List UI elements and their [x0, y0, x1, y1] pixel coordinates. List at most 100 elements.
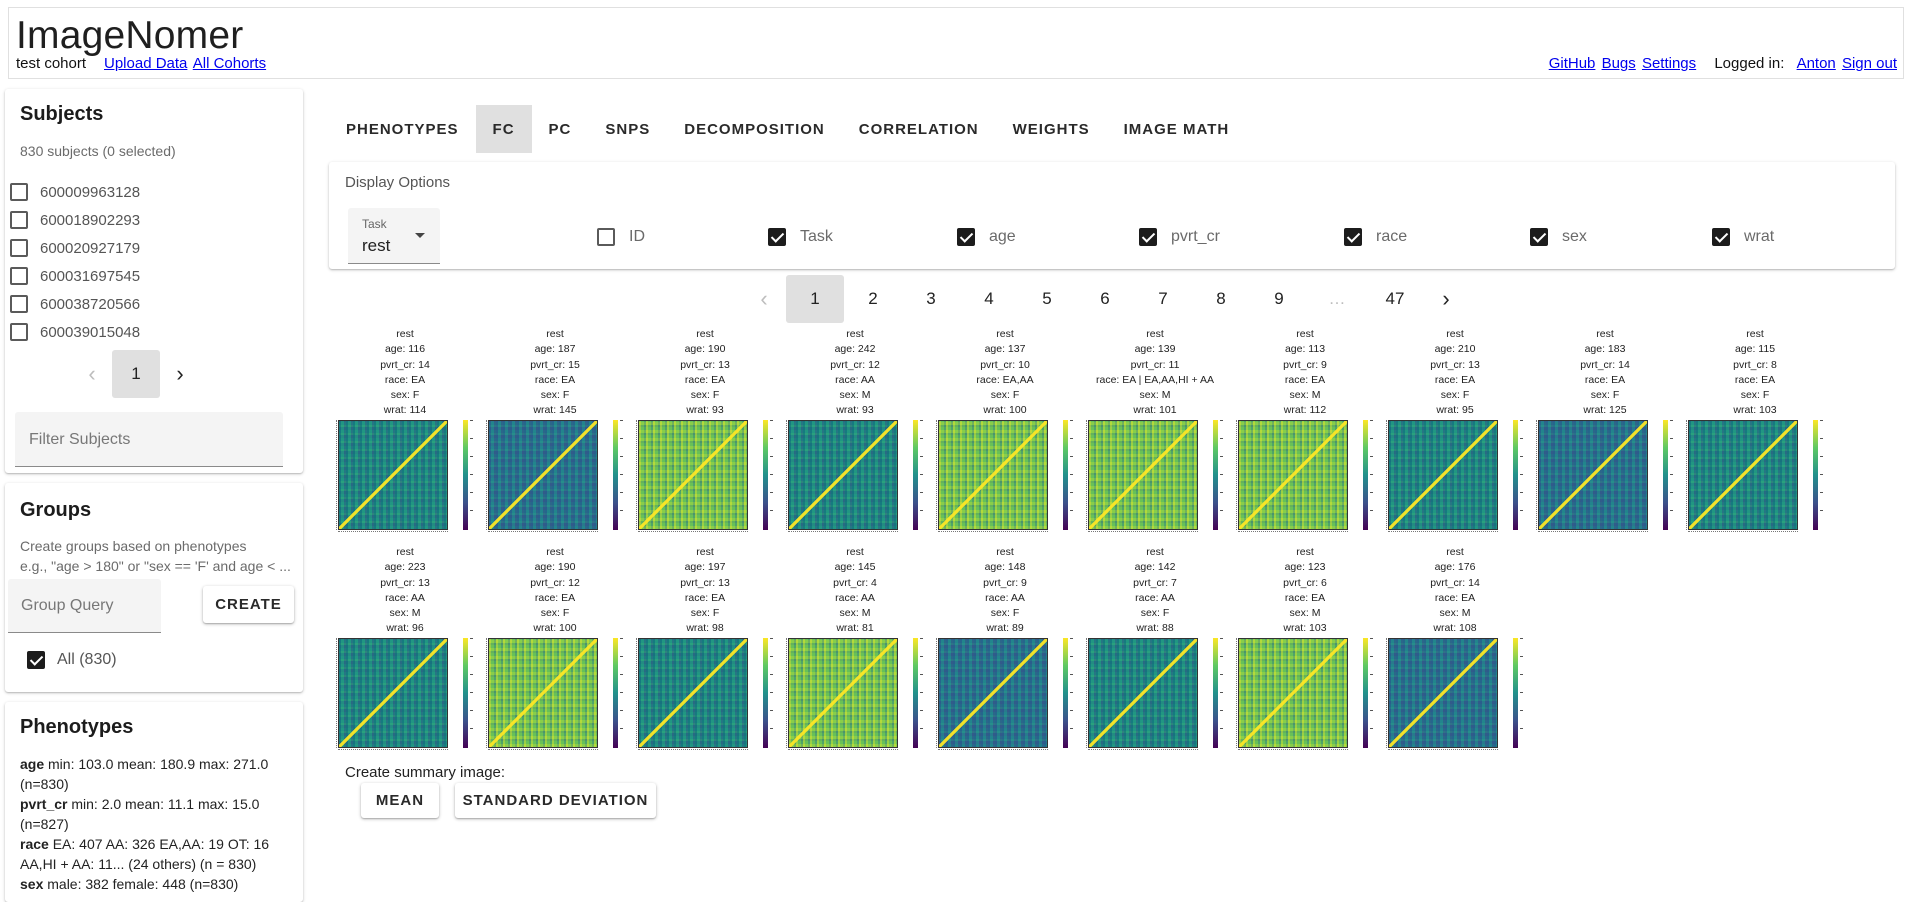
fc-heatmap[interactable] [638, 638, 748, 748]
tab-snps[interactable]: SNPS [605, 120, 651, 138]
subject-checkbox[interactable] [10, 323, 28, 341]
option-checkbox[interactable] [768, 228, 786, 246]
fc-heatmap[interactable] [1388, 420, 1498, 530]
fc-heatmap[interactable] [1388, 638, 1498, 748]
user-link[interactable]: Anton [1796, 55, 1836, 72]
subject-row[interactable]: 600031697545 [10, 262, 140, 290]
tab-weights[interactable]: WEIGHTS [1012, 120, 1090, 138]
fc-heatmap[interactable] [1238, 420, 1348, 530]
create-group-button[interactable]: CREATE [203, 586, 294, 623]
fc-heatmap[interactable] [1088, 638, 1198, 748]
chevron-left-icon[interactable]: ‹ [760, 286, 768, 311]
upload-data-link[interactable]: Upload Data [104, 55, 188, 72]
subject-checkbox[interactable] [10, 267, 28, 285]
fc-heatmap[interactable] [788, 420, 898, 530]
fc-heatmap[interactable] [338, 638, 448, 748]
page-button[interactable]: 7 [1158, 289, 1168, 308]
option-race[interactable]: race [1344, 228, 1407, 246]
group-query-input[interactable]: Group Query [8, 579, 161, 633]
fc-thumbnail[interactable]: rest age: 190 pvrt_cr: 13 race: EA sex: F wra… [630, 327, 780, 538]
fc-thumbnail[interactable]: rest age: 115 pvrt_cr: 8 race: EA sex: F wrat… [1680, 327, 1830, 538]
subject-checkbox[interactable] [10, 295, 28, 313]
chevron-right-icon[interactable]: › [176, 361, 184, 386]
fc-heatmap[interactable] [338, 420, 448, 530]
fc-thumbnail[interactable]: rest age: 210 pvrt_cr: 13 race: EA sex: F wra… [1380, 327, 1530, 538]
fc-heatmap[interactable] [1688, 420, 1798, 530]
fc-thumbnail[interactable]: rest age: 187 pvrt_cr: 15 race: EA sex: F wra… [480, 327, 630, 538]
fc-thumbnail[interactable]: rest age: 116 pvrt_cr: 14 race: EA sex: F wra… [330, 327, 480, 538]
tab-correlation[interactable]: CORRELATION [858, 120, 979, 138]
page-button[interactable]: 47 [1385, 289, 1405, 308]
option-checkbox[interactable] [1530, 228, 1548, 246]
settings-link[interactable]: Settings [1641, 55, 1697, 72]
fc-thumbnail[interactable]: rest age: 197 pvrt_cr: 13 race: EA sex: F wra… [630, 545, 780, 756]
fc-heatmap[interactable] [938, 638, 1048, 748]
subject-checkbox[interactable] [10, 211, 28, 229]
fc-thumbnail[interactable]: rest age: 242 pvrt_cr: 12 race: AA sex: M wra… [780, 327, 930, 538]
option-task[interactable]: Task [768, 228, 833, 246]
subject-row[interactable]: 600018902293 [10, 206, 140, 234]
option-checkbox[interactable] [1139, 228, 1157, 246]
task-select[interactable]: Task rest [348, 208, 440, 264]
chevron-left-icon[interactable]: ‹ [88, 361, 96, 386]
tab-fc[interactable]: FC [475, 105, 532, 153]
fc-heatmap[interactable] [488, 638, 598, 748]
subject-row[interactable]: 600009963128 [10, 178, 140, 206]
standard-deviation-button[interactable]: STANDARD DEVIATION [455, 783, 656, 818]
subjects-page-button[interactable]: 1 [112, 350, 160, 398]
fc-thumbnail[interactable]: rest age: 123 pvrt_cr: 6 race: EA sex: M wrat… [1230, 545, 1380, 756]
group-all-checkbox[interactable] [27, 651, 45, 669]
page-button[interactable]: 2 [868, 289, 878, 308]
fc-thumbnail[interactable]: rest age: 223 pvrt_cr: 13 race: AA sex: M wra… [330, 545, 480, 756]
option-checkbox[interactable] [1712, 228, 1730, 246]
fc-thumbnail[interactable]: rest age: 142 pvrt_cr: 7 race: AA sex: F wrat… [1080, 545, 1230, 756]
chevron-right-icon[interactable]: › [1442, 286, 1450, 311]
bugs-link[interactable]: Bugs [1601, 55, 1636, 72]
tab-image-math[interactable]: IMAGE MATH [1123, 120, 1230, 138]
fc-thumbnail[interactable]: rest age: 139 pvrt_cr: 11 race: EA | EA,AA,… [1080, 327, 1230, 538]
fc-heatmap[interactable] [938, 420, 1048, 530]
subject-row[interactable]: 600039015048 [10, 318, 140, 346]
option-id[interactable]: ID [597, 228, 645, 246]
option-checkbox[interactable] [597, 228, 615, 246]
all-cohorts-link[interactable]: All Cohorts [192, 55, 267, 72]
filter-subjects-input[interactable]: Filter Subjects [15, 412, 283, 467]
mean-button[interactable]: MEAN [361, 783, 439, 818]
fc-thumbnail[interactable]: rest age: 113 pvrt_cr: 9 race: EA sex: M wrat… [1230, 327, 1380, 538]
fc-heatmap[interactable] [788, 638, 898, 748]
tab-decomposition[interactable]: DECOMPOSITION [684, 120, 825, 138]
subject-checkbox[interactable] [10, 183, 28, 201]
page-button[interactable]: 9 [1274, 289, 1284, 308]
subject-row[interactable]: 600020927179 [10, 234, 140, 262]
github-link[interactable]: GitHub [1548, 55, 1596, 72]
fc-thumbnail[interactable]: rest age: 190 pvrt_cr: 12 race: EA sex: F wra… [480, 545, 630, 756]
option-checkbox[interactable] [957, 228, 975, 246]
fc-heatmap[interactable] [488, 420, 598, 530]
subject-checkbox[interactable] [10, 239, 28, 257]
option-sex[interactable]: sex [1530, 228, 1587, 246]
group-all-row[interactable]: All (830) [15, 651, 117, 669]
sign-out-link[interactable]: Sign out [1841, 55, 1897, 72]
option-age[interactable]: age [957, 228, 1016, 246]
page-button[interactable]: 3 [926, 289, 936, 308]
page-button[interactable]: 4 [984, 289, 994, 308]
fc-heatmap[interactable] [1088, 420, 1198, 530]
tab-pc[interactable]: PC [548, 120, 572, 138]
fc-thumbnail[interactable]: rest age: 176 pvrt_cr: 14 race: EA sex: M wra… [1380, 545, 1530, 756]
fc-thumbnail[interactable]: rest age: 145 pvrt_cr: 4 race: AA sex: M wrat… [780, 545, 930, 756]
fc-heatmap[interactable] [1538, 420, 1648, 530]
fc-heatmap[interactable] [638, 420, 748, 530]
page-button[interactable]: 8 [1216, 289, 1226, 308]
fc-thumbnail[interactable]: rest age: 137 pvrt_cr: 10 race: EA,AA sex: F… [930, 327, 1080, 538]
option-wrat[interactable]: wrat [1712, 228, 1774, 246]
page-button[interactable]: 1 [786, 275, 844, 323]
tab-phenotypes[interactable]: PHENOTYPES [346, 120, 459, 138]
page-button[interactable]: 5 [1042, 289, 1052, 308]
fc-thumbnail[interactable]: rest age: 183 pvrt_cr: 14 race: EA sex: F wra… [1530, 327, 1680, 538]
option-pvrt-cr[interactable]: pvrt_cr [1139, 228, 1220, 246]
fc-heatmap[interactable] [1238, 638, 1348, 748]
subject-row[interactable]: 600038720566 [10, 290, 140, 318]
option-checkbox[interactable] [1344, 228, 1362, 246]
page-button[interactable]: 6 [1100, 289, 1110, 308]
fc-thumbnail[interactable]: rest age: 148 pvrt_cr: 9 race: AA sex: F wrat… [930, 545, 1080, 756]
